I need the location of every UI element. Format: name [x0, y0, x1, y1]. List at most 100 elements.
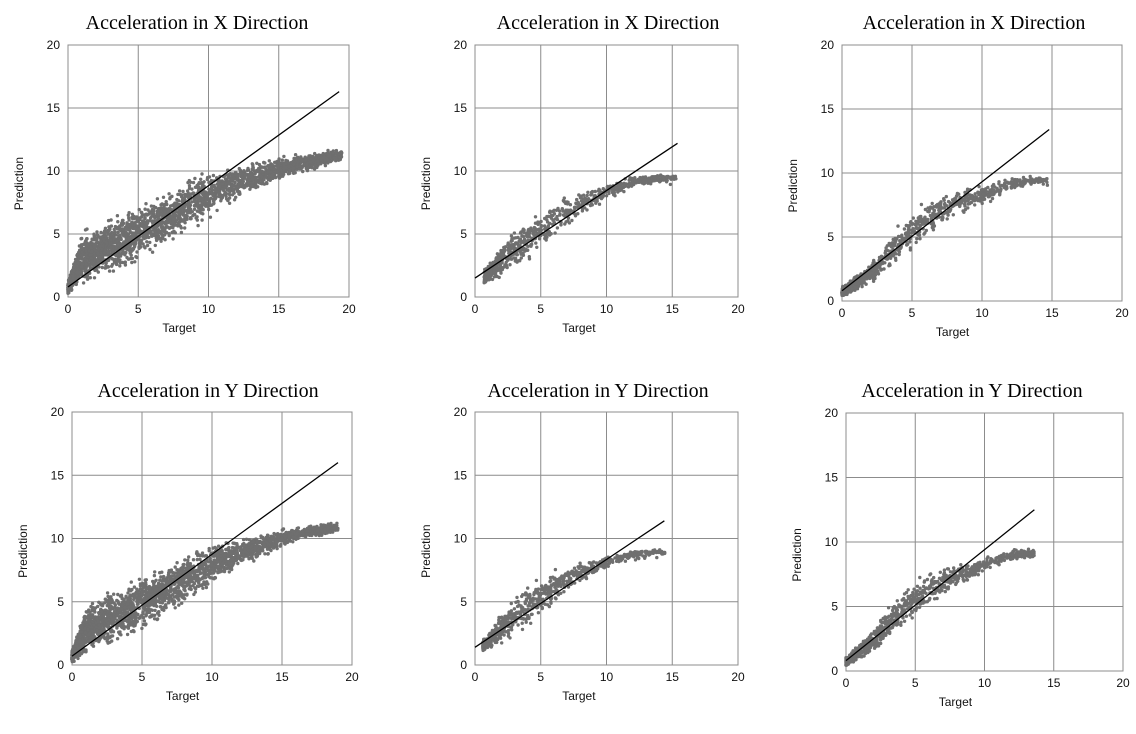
data-point [1019, 184, 1023, 188]
data-point [605, 185, 609, 189]
data-point [159, 206, 164, 210]
data-point [247, 174, 251, 179]
data-point [171, 218, 175, 222]
data-point [205, 195, 210, 200]
data-point [202, 184, 206, 189]
data-point [200, 198, 204, 202]
data-point [664, 179, 669, 183]
data-point [323, 163, 328, 168]
data-point [331, 151, 335, 155]
x-tick-label: 20 [1115, 306, 1129, 320]
data-point [953, 198, 957, 203]
data-point [1045, 183, 1050, 187]
data-point [186, 180, 190, 185]
data-point [508, 263, 512, 267]
data-point [981, 192, 985, 196]
data-point [536, 227, 541, 232]
data-point [903, 236, 907, 240]
data-point [207, 190, 211, 195]
data-point [895, 248, 900, 252]
data-point [150, 220, 155, 225]
data-point [84, 266, 88, 270]
data-point [118, 264, 122, 268]
chart-title: Acceleration in X Direction [86, 12, 309, 34]
data-point [106, 258, 110, 263]
data-point [958, 204, 962, 209]
data-point [494, 265, 498, 269]
x-axis-label: Target [166, 689, 200, 703]
data-point [208, 215, 213, 219]
data-point [889, 254, 893, 258]
data-point [981, 198, 985, 202]
data-point [227, 201, 232, 205]
data-point [163, 226, 167, 230]
data-point [153, 570, 157, 574]
regression-line [474, 142, 678, 279]
data-point [553, 231, 557, 235]
data-point [519, 256, 523, 260]
data-point [653, 175, 657, 179]
data-point [316, 162, 321, 166]
data-point [1027, 178, 1032, 183]
data-point [305, 162, 309, 167]
data-point [883, 249, 888, 253]
data-point [181, 208, 185, 212]
scatter-points [70, 521, 340, 664]
data-point [986, 193, 990, 198]
data-point [533, 215, 538, 219]
data-point [173, 203, 177, 208]
data-point [287, 161, 291, 165]
data-point [233, 180, 237, 185]
data-point [263, 166, 267, 170]
data-point [918, 215, 922, 219]
x-tick-label: 10 [202, 302, 216, 316]
data-point [1041, 182, 1045, 186]
data-point [181, 218, 185, 222]
data-point [196, 223, 200, 228]
data-point [1021, 175, 1026, 180]
data-point [986, 185, 990, 190]
data-point [963, 190, 967, 195]
data-point [951, 213, 955, 217]
data-point [165, 202, 169, 207]
data-point [195, 195, 199, 199]
data-point [492, 270, 496, 275]
data-point [200, 207, 205, 212]
data-point [126, 223, 130, 228]
data-point [106, 250, 110, 254]
data-point [923, 231, 927, 235]
data-point [103, 266, 108, 270]
data-point [282, 172, 286, 177]
y-tick-label: 0 [827, 294, 834, 308]
data-point [133, 226, 137, 230]
data-point [223, 185, 227, 189]
data-point [88, 253, 93, 257]
data-point [593, 189, 597, 194]
data-point [499, 252, 503, 256]
data-point [576, 200, 580, 205]
data-point [218, 184, 222, 189]
data-point [104, 261, 108, 265]
data-point [869, 271, 874, 275]
data-point [878, 262, 883, 266]
data-point [619, 182, 623, 186]
data-point [142, 225, 146, 229]
data-point [96, 247, 101, 251]
x-tick-label: 5 [139, 670, 146, 684]
data-point [313, 163, 317, 167]
data-point [305, 168, 310, 173]
data-point [529, 243, 533, 247]
data-point [203, 190, 208, 194]
data-point [106, 265, 110, 269]
y-tick-label: 15 [47, 101, 61, 115]
data-point [246, 166, 250, 171]
data-point [526, 238, 530, 243]
data-point [149, 232, 153, 236]
data-point [90, 237, 94, 241]
chart-title: Acceleration in X Direction [863, 12, 1086, 34]
data-point [1013, 180, 1017, 184]
data-point [207, 175, 212, 179]
data-point [257, 181, 262, 185]
data-point [575, 197, 579, 202]
